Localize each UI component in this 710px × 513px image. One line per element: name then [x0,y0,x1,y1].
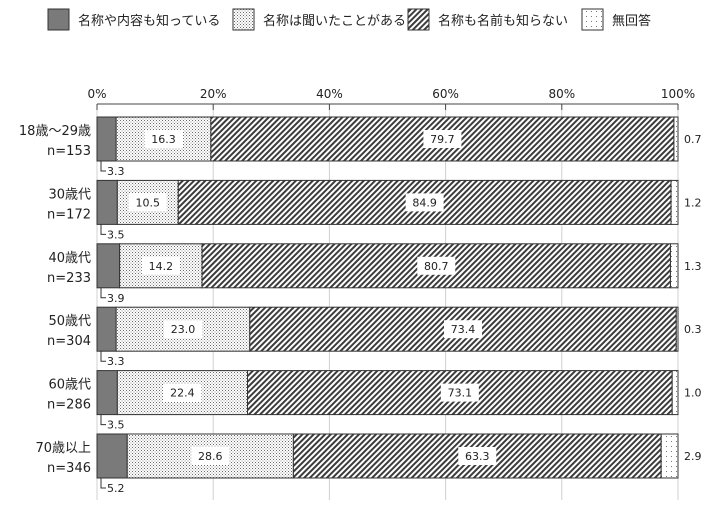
legend-label: 無回答 [612,13,651,29]
value-label: 73.4 [451,323,476,336]
value-label: 0.3 [684,323,702,336]
category-label: 18歳～29歳 [19,124,91,139]
category-n: n=346 [47,461,91,476]
category-n: n=172 [47,207,91,222]
value-label-box [128,193,167,212]
legend-label: 名称も名前も知らない [438,13,568,29]
value-label-box [405,193,444,212]
value-label: 80.7 [424,260,449,273]
value-label: 3.9 [107,292,125,305]
bar-segment [96,306,117,352]
x-tick-label: 80% [548,87,575,101]
value-label: 3.3 [107,355,125,368]
legend: 名称や内容も知っている 名称は聞いたことがある 名称も名前も知らない 無回答 [47,8,651,31]
legend-label: 名称は聞いたことがある [263,13,406,29]
bar-segment [96,370,118,416]
value-label: 73.1 [448,387,473,400]
bar-segment [660,433,679,479]
bar-segment [96,179,118,225]
bar-segment [675,306,679,352]
value-label: 2.9 [684,450,702,463]
category-n: n=286 [47,398,91,413]
category-n: n=304 [47,334,91,349]
value-leader [100,351,106,362]
bar-row: 30歳代 n=172 3.5 10.5 84.9 1.2 [47,179,702,241]
value-leader [100,414,106,426]
value-label: 3.5 [107,228,125,241]
bar-row: 60歳代 n=286 3.5 22.4 73.1 1.0 [47,370,702,432]
bar-row: 70歳以上 n=346 5.2 28.6 63.3 2.9 [35,433,702,495]
category-label: 50歳代 [48,314,91,329]
value-label: 28.6 [198,450,223,463]
value-label: 0.7 [684,133,702,146]
x-tick-label: 100% [661,87,695,101]
value-label: 22.4 [170,387,195,400]
value-label: 3.3 [107,165,125,178]
bar-segment [671,370,679,416]
value-label-box [444,320,483,339]
value-label-box [144,130,183,148]
value-label-box [191,447,230,465]
value-leader [100,478,106,489]
bar-segment [96,433,128,479]
value-label-box [163,383,202,402]
value-label: 79.7 [430,133,455,146]
category-label: 40歳代 [48,251,91,266]
bar-segment [670,179,679,225]
x-tick-label: 60% [432,87,459,101]
legend-swatch [581,8,604,31]
value-leader [100,287,106,299]
value-label: 14.2 [149,260,174,273]
category-n: n=153 [47,144,91,159]
bar-segment [96,116,117,162]
legend-swatch [232,8,255,31]
value-label-box [417,256,456,275]
value-label-box [440,383,479,402]
value-label-box [458,447,497,465]
x-tick-label: 20% [200,87,227,101]
value-leader [100,161,106,172]
category-label: 70歳以上 [35,441,91,456]
value-label: 5.2 [107,482,125,495]
value-label-box [163,320,202,339]
value-label: 23.0 [171,323,196,336]
value-label: 1.2 [684,196,702,209]
bar-rows: 18歳～29歳 n=153 3.3 16.3 79.7 0.7 30歳代 n=172 3.5 10… [19,116,702,495]
value-label-box [423,130,462,148]
legend-swatch [407,8,430,31]
legend-swatch [47,8,70,31]
value-leader [100,224,106,235]
value-label: 63.3 [465,450,490,463]
x-tick-label: 40% [316,87,343,101]
legend-label: 名称や内容も知っている [78,13,220,29]
bar-segment [673,116,679,162]
bar-segment [96,243,121,289]
value-label: 3.5 [107,419,125,432]
value-label: 1.3 [684,260,702,273]
value-label: 10.5 [136,196,161,209]
bar-row: 50歳代 n=304 3.3 23.0 73.4 0.3 [47,306,702,368]
bar-row: 18歳～29歳 n=153 3.3 16.3 79.7 0.7 [19,116,702,178]
category-label: 30歳代 [48,187,91,202]
x-tick-label: 0% [87,87,106,101]
category-label: 60歳代 [48,378,91,393]
bar-segment [669,243,679,289]
category-n: n=233 [47,271,91,286]
bar-row: 40歳代 n=233 3.9 14.2 80.7 1.3 [47,243,702,305]
value-label-box [141,256,180,275]
value-label: 84.9 [412,196,437,209]
value-label: 1.0 [684,387,702,400]
value-label: 16.3 [151,133,176,146]
